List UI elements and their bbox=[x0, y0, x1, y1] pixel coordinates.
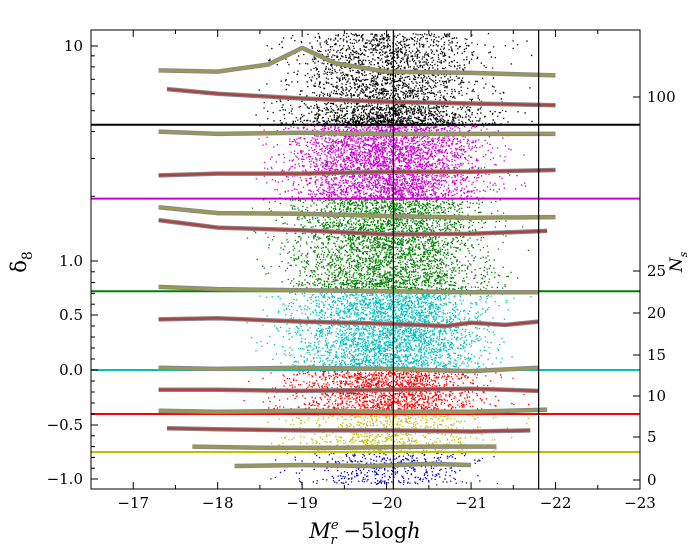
x-tick-label-5: −22 bbox=[540, 494, 572, 512]
plot-frame bbox=[90, 29, 641, 490]
x-label-suffix: −5log bbox=[337, 519, 407, 543]
curve-1-0 bbox=[166, 426, 531, 433]
x-tick-label-3: −20 bbox=[371, 494, 403, 512]
y2-label-main: N bbox=[667, 256, 687, 273]
y2-tick-label-0: 0 bbox=[647, 471, 657, 489]
x-tick-label-6: −23 bbox=[624, 494, 656, 512]
y-tick-label-3: 0.5 bbox=[59, 306, 83, 324]
y-axis-label: δ8 bbox=[7, 251, 36, 273]
curve-5-1 bbox=[158, 130, 556, 136]
scatter-bin-0 bbox=[270, 452, 498, 486]
x-axis-label: Me r −5logh bbox=[308, 518, 420, 548]
curve-6-1 bbox=[158, 46, 556, 77]
y-tick-label-0: −1.0 bbox=[47, 470, 83, 488]
y2-tick-label-6: 100 bbox=[647, 88, 676, 106]
x-label-sup: e bbox=[331, 518, 339, 533]
curve-1-1 bbox=[192, 445, 497, 449]
curve-6-0 bbox=[166, 87, 556, 107]
x-label-main: M bbox=[308, 519, 331, 543]
y-label-main: δ bbox=[7, 260, 31, 273]
curve-3-1 bbox=[158, 317, 539, 328]
curve-2-0 bbox=[158, 408, 548, 414]
curve-4-1 bbox=[158, 218, 548, 236]
y-tick-label-4: 1.0 bbox=[59, 252, 83, 270]
curve-0-0 bbox=[234, 462, 472, 468]
x-tick-label-0: −17 bbox=[117, 494, 149, 512]
y-label-sub: 8 bbox=[20, 251, 36, 260]
scatter-bin-6 bbox=[255, 33, 533, 127]
y-tick-label-5: 10 bbox=[64, 37, 83, 55]
y-axis-right: 0 5 10 15 20 25 100 bbox=[633, 88, 676, 489]
y-tick-label-2: 0.0 bbox=[59, 361, 83, 379]
curve-3-0 bbox=[158, 366, 539, 373]
scatter-bin-2 bbox=[243, 370, 530, 416]
scatter-bin-4 bbox=[246, 198, 530, 293]
x-label-sub: r bbox=[331, 533, 338, 548]
y-tick-label-1: −0.5 bbox=[47, 416, 83, 434]
x-label-h: h bbox=[407, 519, 421, 543]
x-axis: −17 −18 −19 −20 −21 −22 −23 bbox=[90, 30, 656, 512]
y2-tick-label-3: 15 bbox=[647, 346, 666, 364]
curve-5-0 bbox=[158, 168, 556, 177]
curve-4-0 bbox=[158, 285, 539, 294]
x-tick-label-1: −18 bbox=[202, 494, 234, 512]
vertical-lines bbox=[392, 30, 540, 489]
scatter-bin-3 bbox=[246, 291, 532, 372]
y2-label-sub: s bbox=[677, 251, 690, 257]
median-curves bbox=[158, 45, 556, 469]
curve-4-2 bbox=[158, 205, 556, 219]
y2-axis-label: Ns bbox=[667, 251, 690, 273]
scatter-bin-5 bbox=[255, 124, 530, 200]
y2-tick-label-5: 25 bbox=[647, 262, 666, 280]
scatter-points bbox=[243, 33, 533, 486]
y-axis-left: −1.0 −0.5 0.0 0.5 1.0 10 bbox=[47, 37, 98, 488]
y2-tick-label-2: 10 bbox=[647, 387, 666, 405]
x-tick-label-2: −19 bbox=[286, 494, 318, 512]
y2-tick-label-4: 20 bbox=[647, 304, 666, 322]
scatter-bin-1 bbox=[267, 414, 530, 454]
x-tick-label-4: −21 bbox=[455, 494, 487, 512]
y2-tick-label-1: 5 bbox=[647, 428, 657, 446]
curve-2-1 bbox=[158, 387, 539, 393]
